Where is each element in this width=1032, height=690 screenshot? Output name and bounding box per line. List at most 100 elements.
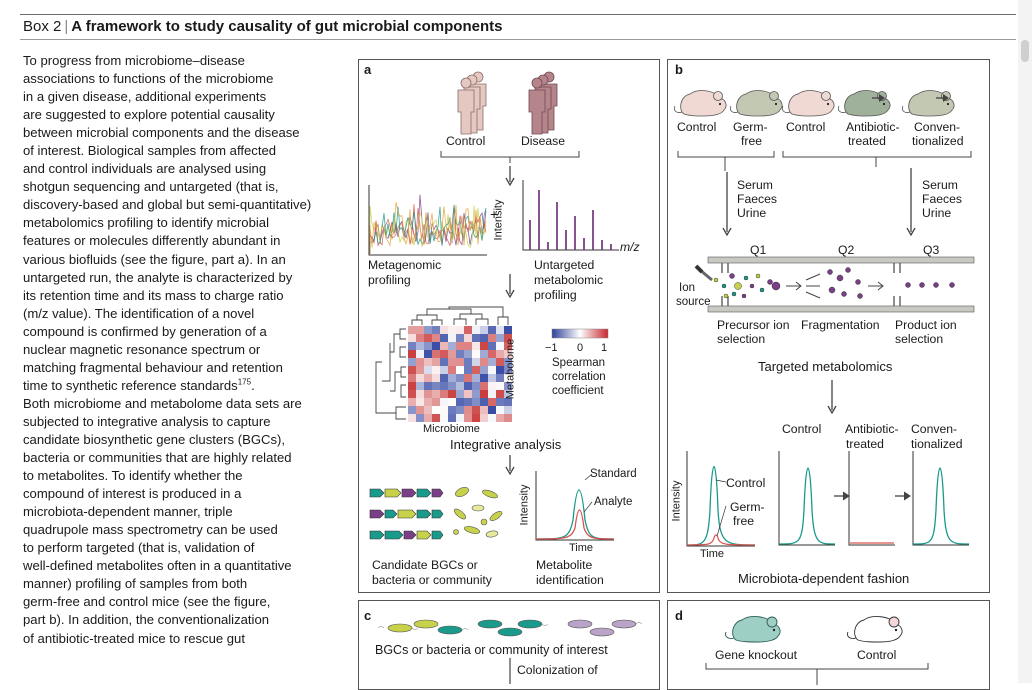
heatmap-cell: [456, 350, 464, 358]
heatmap-cell: [488, 406, 496, 414]
body-line: time to synthetic reference standards: [23, 377, 238, 393]
heatmap-cell: [408, 334, 416, 342]
heatmap-cell: [464, 398, 472, 406]
heatmap-cell: [416, 414, 424, 422]
arrow-down-icon: [505, 166, 515, 187]
body-line: manner) profiling of samples from both: [23, 576, 248, 592]
heatmap-cell: [504, 398, 512, 406]
heatmap-cell: [424, 350, 432, 358]
reference-superscript[interactable]: 175: [237, 377, 252, 387]
mouse-icon: [730, 90, 783, 117]
title-separator: |: [64, 18, 69, 35]
heatmap-cell: [432, 334, 440, 342]
sample-faeces-left: Faeces: [737, 192, 777, 206]
heatmap-cell: [472, 326, 480, 334]
heatmap-cell: [424, 342, 432, 350]
bracket-left: [677, 151, 775, 171]
intensity-axis-label: Intensity: [492, 199, 505, 241]
time-axis-label-b: Time: [700, 548, 725, 560]
heatmap-cell: [464, 342, 472, 350]
heatmap-cell: [488, 326, 496, 334]
heatmap-cell: [432, 414, 440, 422]
legend-germfree-2: free: [733, 514, 755, 528]
body-line: nuclear magnetic resonance spectrum or: [23, 341, 261, 357]
heatmap-cell: [432, 358, 440, 366]
q3-label: Q3: [923, 243, 940, 257]
heatmap-cell: [424, 382, 432, 390]
mouse-label-conv-2: tionalized: [912, 134, 964, 148]
group-bracket: [440, 151, 580, 163]
heatmap-cell: [424, 374, 432, 382]
heatmap-cell: [424, 326, 432, 334]
chromatogram-conventionalized: [912, 451, 970, 546]
heatmap-cell: [424, 334, 432, 342]
scrollbar-thumb[interactable]: [1021, 40, 1029, 62]
body-line: to metabolites. To identify whether the: [23, 468, 243, 484]
box-heading: A framework to study causality of gut mi…: [71, 18, 503, 35]
legend-control: Control: [726, 476, 766, 490]
product-label-1: Product ion: [895, 318, 957, 332]
spearman-label-1: Spearman: [552, 357, 606, 369]
heatmap-cell: [488, 390, 496, 398]
heatmap-cell: [480, 406, 488, 414]
heatmap-cell: [424, 358, 432, 366]
panel-d-letter: d: [675, 608, 683, 623]
heatmap-cell: [440, 350, 448, 358]
label-control: Control: [446, 134, 486, 148]
heatmap-cell: [432, 350, 440, 358]
plus-sign: +: [490, 206, 499, 222]
heatmap-cell: [504, 374, 512, 382]
heatmap-cell: [480, 326, 488, 334]
mouse-label-conv-1: Conven-: [914, 120, 961, 134]
spearman-label-3: coefficient: [552, 385, 604, 397]
body-line: candidate biosynthetic gene clusters (BG…: [23, 431, 286, 447]
body-line: are suggested to explore potential causa…: [23, 107, 275, 123]
untargeted-spectrum: [522, 180, 619, 251]
heatmap-cell: [504, 390, 512, 398]
heatmap-cell: [440, 382, 448, 390]
arrow-down-icon: [505, 274, 515, 299]
body-line: germ-free and control mice (see the figu…: [23, 594, 271, 610]
disease-people-icon: [528, 71, 558, 135]
heatmap-cell: [448, 358, 456, 366]
body-line: its retention time and its mass to charg…: [23, 287, 284, 303]
mouse-label-germ-2: free: [741, 134, 763, 148]
reference-period: .: [251, 377, 255, 393]
heatmap-cell: [408, 390, 416, 398]
heatmap-cell: [440, 334, 448, 342]
heatmap-cell: [480, 398, 488, 406]
control-mouse-icon: [847, 616, 903, 643]
bgc-gene-clusters: [369, 488, 444, 540]
heatmap-cell: [504, 334, 512, 342]
heatmap-cell: [408, 342, 416, 350]
heatmap-cell: [440, 358, 448, 366]
arrow-down-icon: [906, 168, 916, 237]
body-line: shotgun sequencing and untargeted (that …: [23, 179, 279, 195]
heatmap-cell: [456, 358, 464, 366]
bacteria-row-icon: [377, 619, 643, 637]
metagenomic-label-1: Metagenomic: [368, 258, 442, 272]
sample-urine-left: Urine: [737, 206, 767, 220]
heatmap-cell: [480, 350, 488, 358]
heatmap-cell: [448, 334, 456, 342]
top-rule: [20, 14, 1016, 15]
body-line: features or molecules differently abunda…: [23, 233, 281, 249]
mz-label: m/z: [620, 240, 640, 254]
metagenomic-trace: [369, 204, 487, 254]
candidate-label-2: bacteria or community: [372, 573, 492, 587]
arrow-right-icon: [872, 94, 885, 102]
heatmap-cell: [456, 366, 464, 374]
page-scrollbar[interactable]: [1018, 0, 1032, 683]
heatmap-cell: [472, 414, 480, 422]
heatmap-cell: [408, 414, 416, 422]
heatmap-cell: [504, 342, 512, 350]
heatmap-cell: [416, 382, 424, 390]
body-line: bacteria or communities that are highly …: [23, 450, 292, 466]
heatmap-cell: [432, 374, 440, 382]
heatmap-cell: [480, 414, 488, 422]
heatmap-cell: [480, 382, 488, 390]
metid-label-1: Metabolite: [536, 558, 593, 572]
heatmap-cell: [480, 358, 488, 366]
heatmap-cell: [440, 390, 448, 398]
control-people-icon: [457, 71, 487, 135]
